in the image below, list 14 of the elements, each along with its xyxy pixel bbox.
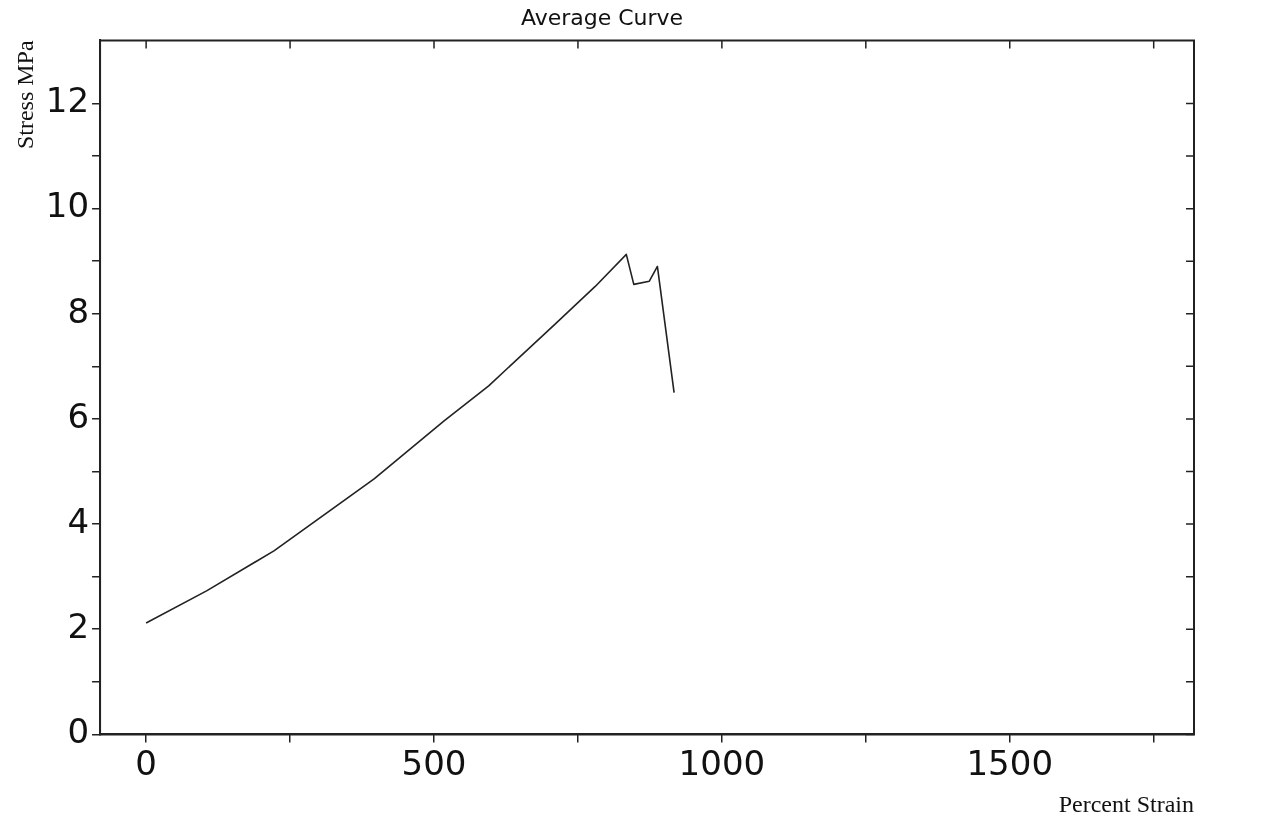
- x-axis-title: Percent Strain: [1058, 790, 1194, 817]
- y-axis-title: Stress MPa: [11, 40, 38, 150]
- x-tick-label: 0: [135, 742, 157, 783]
- y-tick-label: 8: [67, 290, 90, 331]
- y-tick-label: 12: [45, 80, 90, 121]
- y-tick-label: 2: [67, 606, 90, 647]
- chart-title: Average Curve: [520, 4, 684, 30]
- y-tick-label: 0: [67, 711, 90, 752]
- x-tick-label: 1500: [966, 742, 1054, 783]
- x-tick-label: 1000: [678, 742, 766, 783]
- y-tick-label: 4: [67, 500, 90, 541]
- y-tick-label: 10: [45, 185, 90, 226]
- x-tick-label: 500: [401, 742, 467, 783]
- y-tick-label: 6: [67, 395, 90, 436]
